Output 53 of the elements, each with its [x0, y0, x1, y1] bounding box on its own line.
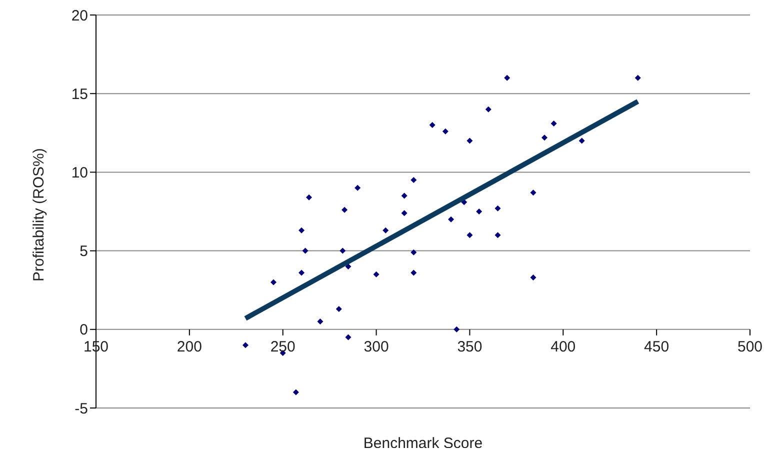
- point: [578, 138, 585, 144]
- point: [317, 318, 324, 325]
- point: [530, 190, 536, 196]
- point: [429, 122, 436, 128]
- x-tick-label: 250: [270, 338, 296, 356]
- point: [345, 334, 352, 340]
- point: [354, 184, 361, 191]
- point: [345, 264, 352, 270]
- point: [494, 205, 501, 212]
- point: [242, 342, 248, 348]
- point: [410, 177, 417, 184]
- point: [466, 232, 473, 238]
- x-axis-title: Benchmark Score: [363, 435, 483, 452]
- y-tick-label: 5: [80, 243, 88, 260]
- x-tick-label: 500: [737, 338, 763, 356]
- point: [541, 134, 548, 141]
- point: [298, 270, 305, 276]
- x-tick-label: 300: [364, 338, 389, 356]
- y-tick-label: 15: [71, 86, 88, 103]
- point: [476, 208, 482, 214]
- point: [485, 106, 492, 112]
- point: [302, 248, 308, 254]
- point: [292, 389, 299, 396]
- point: [442, 128, 448, 134]
- point: [401, 192, 408, 199]
- point: [336, 306, 342, 312]
- x-tick-label: 350: [457, 338, 482, 356]
- y-tick-label: 20: [71, 7, 88, 24]
- point: [270, 279, 277, 286]
- point: [448, 216, 454, 222]
- point: [634, 74, 641, 81]
- point: [410, 249, 417, 256]
- point: [530, 274, 536, 281]
- point: [340, 248, 346, 254]
- point: [504, 74, 510, 81]
- point: [410, 270, 417, 276]
- x-tick-label: 450: [644, 338, 670, 356]
- y-tick-label: 10: [71, 164, 88, 182]
- point: [494, 232, 501, 238]
- point: [550, 120, 557, 126]
- point: [466, 138, 473, 144]
- x-tick-label: 200: [176, 338, 202, 356]
- x-tick-label: 400: [550, 338, 576, 356]
- point: [401, 210, 408, 216]
- point: [342, 206, 348, 213]
- point: [454, 326, 460, 332]
- point: [382, 227, 389, 234]
- y-tick-label: -5: [74, 400, 88, 418]
- point: [306, 194, 312, 200]
- y-tick-label: 0: [80, 322, 88, 339]
- point: [298, 227, 305, 234]
- point: [373, 271, 380, 278]
- y-axis-title: Profitability (ROS%): [30, 148, 48, 282]
